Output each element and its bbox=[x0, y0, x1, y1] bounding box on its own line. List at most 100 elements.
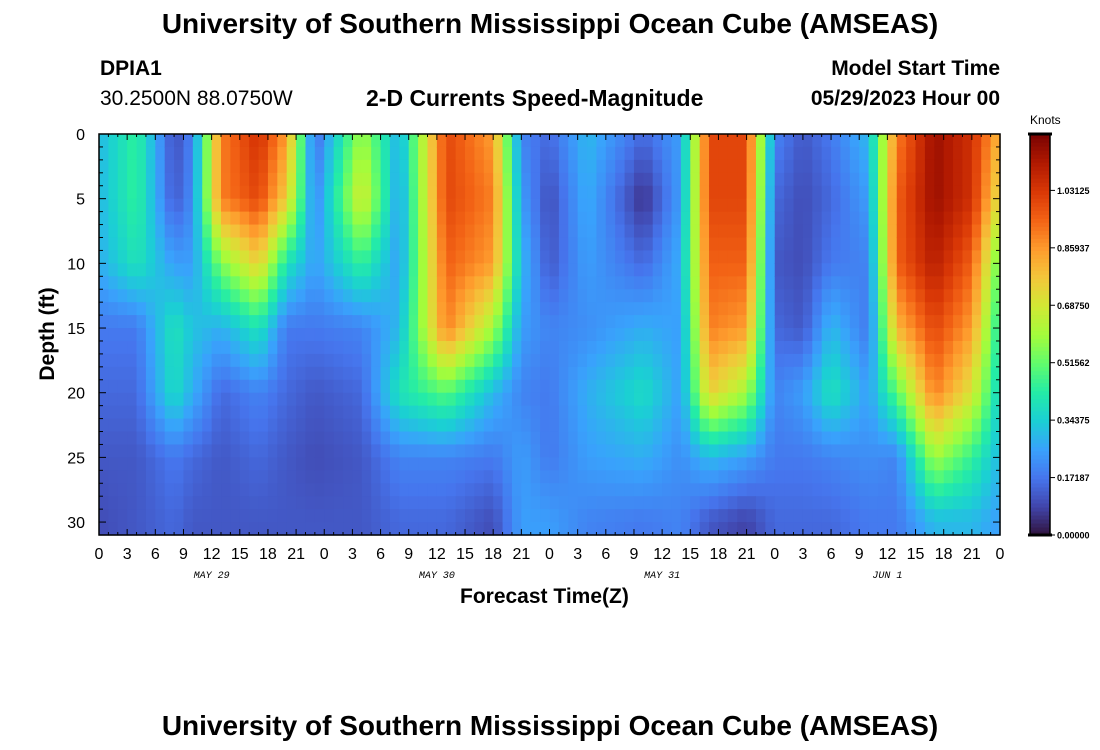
heatmap-cell bbox=[155, 522, 166, 536]
heatmap-cell bbox=[540, 237, 551, 252]
heatmap-cell bbox=[136, 211, 147, 226]
heatmap-cell bbox=[549, 392, 560, 407]
heatmap-cell bbox=[793, 276, 804, 290]
heatmap-cell bbox=[108, 522, 119, 536]
heatmap-cell bbox=[483, 379, 494, 394]
heatmap-cell bbox=[230, 172, 241, 187]
heatmap-cell bbox=[465, 159, 476, 174]
heatmap-cell bbox=[971, 250, 982, 264]
heatmap-cell bbox=[183, 418, 194, 433]
heatmap-cell bbox=[192, 418, 203, 433]
heatmap-cell bbox=[840, 483, 851, 497]
heatmap-cell bbox=[343, 289, 354, 303]
heatmap-cell bbox=[249, 340, 260, 355]
heatmap-cell bbox=[924, 379, 935, 394]
heatmap-cell bbox=[652, 431, 663, 446]
heatmap-cell bbox=[915, 366, 926, 381]
heatmap-cell bbox=[643, 185, 654, 200]
heatmap-cell bbox=[127, 315, 138, 329]
heatmap-cell bbox=[324, 405, 335, 420]
heatmap-cell bbox=[577, 224, 588, 239]
heatmap-cell bbox=[174, 263, 185, 277]
heatmap-cell bbox=[286, 366, 297, 381]
heatmap-cell bbox=[314, 328, 325, 342]
heatmap-cell bbox=[662, 250, 673, 264]
heatmap-cell bbox=[521, 353, 532, 368]
heatmap-cell bbox=[455, 405, 466, 420]
heatmap-cell bbox=[277, 392, 288, 407]
heatmap-cell bbox=[164, 237, 175, 252]
heatmap-cell bbox=[136, 470, 147, 484]
heatmap-cell bbox=[755, 340, 766, 355]
heatmap-cell bbox=[408, 328, 419, 342]
heatmap-cell bbox=[521, 405, 532, 420]
heatmap-cell bbox=[680, 470, 691, 484]
heatmap-cell bbox=[587, 172, 598, 187]
heatmap-cell bbox=[671, 315, 682, 329]
heatmap-cell bbox=[446, 353, 457, 368]
heatmap-cell bbox=[502, 483, 513, 497]
heatmap-cell bbox=[990, 211, 1001, 226]
heatmap-cell bbox=[493, 353, 504, 368]
heatmap-cell bbox=[699, 211, 710, 226]
heatmap-cell bbox=[202, 224, 213, 239]
heatmap-cell bbox=[915, 444, 926, 458]
heatmap-cell bbox=[174, 159, 185, 174]
heatmap-cell bbox=[906, 483, 917, 497]
heatmap-cell bbox=[671, 444, 682, 458]
heatmap-cell bbox=[549, 483, 560, 497]
heatmap-cell bbox=[530, 366, 541, 381]
x-tick-label: 6 bbox=[601, 546, 610, 563]
heatmap-cell bbox=[286, 289, 297, 303]
x-tick-label: 0 bbox=[545, 546, 554, 563]
heatmap-cell bbox=[643, 405, 654, 420]
heatmap-cell bbox=[605, 366, 616, 381]
heatmap-cell bbox=[305, 250, 316, 264]
heatmap-cell bbox=[446, 431, 457, 446]
heatmap-cell bbox=[587, 457, 598, 471]
heatmap-cell bbox=[906, 496, 917, 510]
heatmap-cell bbox=[117, 328, 128, 342]
heatmap-cell bbox=[887, 366, 898, 381]
heatmap-cell bbox=[558, 237, 569, 252]
heatmap-cell bbox=[380, 134, 391, 148]
heatmap-cell bbox=[474, 444, 485, 458]
x-tick-label: 18 bbox=[935, 546, 953, 563]
heatmap-cell bbox=[465, 353, 476, 368]
heatmap-cell bbox=[136, 302, 147, 316]
heatmap-cell bbox=[127, 289, 138, 303]
heatmap-cell bbox=[877, 263, 888, 277]
heatmap-cell bbox=[380, 302, 391, 316]
heatmap-cell bbox=[427, 418, 438, 433]
heatmap-cell bbox=[727, 483, 738, 497]
heatmap-cell bbox=[211, 340, 222, 355]
heatmap-cell bbox=[174, 353, 185, 368]
heatmap-cell bbox=[352, 496, 363, 510]
heatmap-cell bbox=[117, 522, 128, 536]
heatmap-cell bbox=[127, 224, 138, 239]
heatmap-cell bbox=[446, 457, 457, 471]
heatmap-cell bbox=[953, 185, 964, 200]
heatmap-cell bbox=[765, 289, 776, 303]
heatmap-cell bbox=[596, 392, 607, 407]
x-tick-label: 6 bbox=[151, 546, 160, 563]
y-tick-label: 30 bbox=[67, 515, 85, 532]
heatmap-cell bbox=[455, 134, 466, 148]
heatmap-cell bbox=[277, 224, 288, 239]
heatmap-cell bbox=[652, 457, 663, 471]
heatmap-cell bbox=[436, 198, 447, 213]
heatmap-cell bbox=[802, 134, 813, 148]
heatmap-cell bbox=[436, 263, 447, 277]
heatmap-cell bbox=[887, 379, 898, 394]
heatmap-cell bbox=[521, 418, 532, 433]
heatmap-cell bbox=[877, 431, 888, 446]
heatmap-cell bbox=[239, 211, 250, 226]
heatmap-cell bbox=[915, 392, 926, 407]
heatmap-cell bbox=[361, 340, 372, 355]
heatmap-cell bbox=[324, 483, 335, 497]
heatmap-cell bbox=[934, 250, 945, 264]
heatmap-cell bbox=[277, 211, 288, 226]
heatmap-cell bbox=[877, 418, 888, 433]
heatmap-cell bbox=[727, 392, 738, 407]
heatmap-cell bbox=[709, 418, 720, 433]
